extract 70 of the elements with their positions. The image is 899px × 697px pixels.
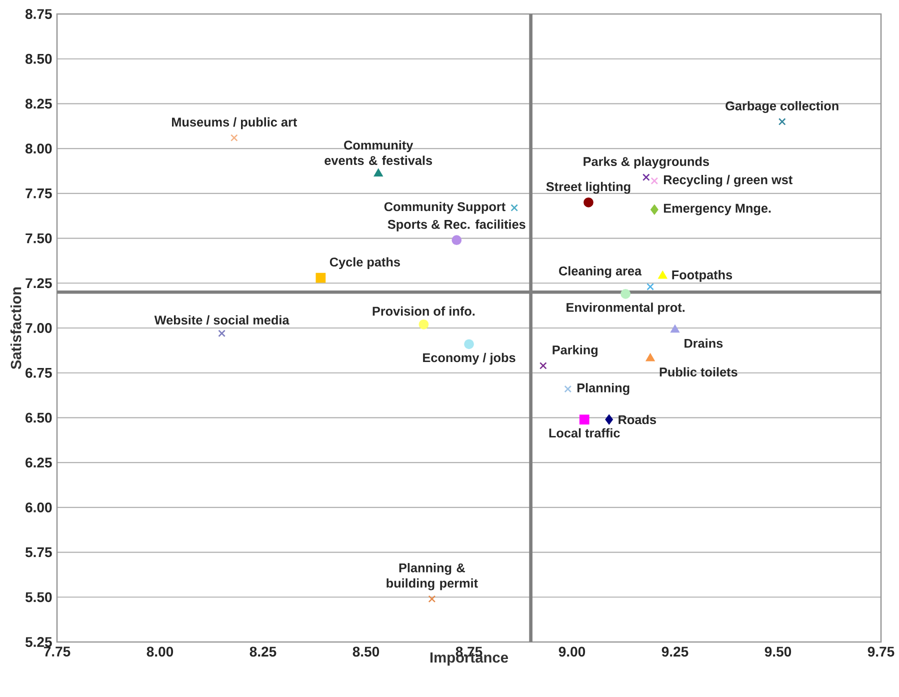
x-tick-label: 8.00 — [146, 646, 174, 657]
series-label: Footpaths — [672, 270, 732, 282]
y-tick-label: 6.75 — [26, 368, 52, 378]
point — [564, 385, 572, 393]
y-tick-label: 8.25 — [25, 98, 52, 109]
x-tick-label: 8.25 — [250, 646, 276, 657]
point — [584, 197, 594, 208]
series-label: Economy / jobs — [423, 352, 516, 365]
x-tick-label: 8.50 — [352, 646, 380, 657]
point — [605, 414, 613, 424]
y-axis-title: Satisfaction — [10, 287, 22, 370]
y-tick-label: 7.50 — [26, 233, 52, 244]
y-tick-label: 7.75 — [26, 188, 52, 198]
point — [650, 177, 658, 185]
series-label: Emergency Mnge. — [664, 204, 771, 216]
y-tick-label: 8.75 — [25, 9, 52, 19]
series-label: Museums / public art — [172, 117, 297, 130]
point — [428, 595, 436, 603]
point — [316, 272, 326, 283]
y-tick-label: 5.25 — [25, 637, 52, 647]
series-label: Roads — [618, 414, 656, 424]
x-tick-label: 9.50 — [764, 646, 792, 657]
y-tick-label: 6.00 — [26, 502, 52, 512]
series-label: Garbage collection — [726, 101, 838, 113]
point — [642, 174, 650, 181]
point — [670, 324, 680, 333]
series-label: Cleaning area — [559, 266, 642, 278]
point — [510, 204, 518, 212]
x-tick-label: 9.25 — [662, 646, 688, 657]
series-label: Drains — [684, 338, 723, 348]
point — [650, 204, 658, 215]
series-label: Parks & playgrounds — [584, 156, 709, 169]
x-tick-label: 9.00 — [558, 646, 586, 657]
series-label: Website / social media — [154, 315, 290, 325]
series-label: Provision of info. — [372, 306, 475, 316]
y-tick-label: 7.00 — [26, 323, 52, 333]
y-tick-label: 8.00 — [25, 144, 52, 154]
y-tick-label: 8.50 — [25, 54, 52, 64]
point — [464, 339, 474, 350]
series-label: Environmental prot. — [566, 302, 685, 314]
series-label: Public toilets — [660, 367, 738, 377]
series-label: Cycle paths — [330, 257, 400, 270]
point — [778, 118, 786, 126]
y-tick-label: 6.25 — [26, 458, 52, 468]
series-label: Community Support — [384, 202, 506, 214]
point — [374, 168, 383, 176]
y-tick-label: 6.50 — [26, 412, 52, 423]
point — [418, 319, 429, 330]
point — [218, 330, 226, 338]
series-label: Sports & Rec. facilities — [388, 220, 526, 232]
series-label: Community events & festivals — [324, 140, 432, 165]
series-label: Recycling / green wst — [664, 174, 792, 187]
point — [620, 288, 630, 299]
x-tick-label: 9.75 — [868, 646, 894, 657]
point — [646, 283, 654, 290]
point — [230, 134, 238, 142]
point — [452, 235, 462, 246]
series-label: Street lighting — [546, 182, 630, 194]
point — [646, 354, 655, 362]
x-tick-label: 7.75 — [44, 646, 70, 656]
y-tick-label: 5.50 — [25, 592, 52, 602]
y-tick-label: 5.75 — [25, 547, 52, 558]
series-label: Planning & building permit — [386, 563, 478, 590]
series-label: Parking — [552, 345, 598, 357]
series-label: Local traffic — [549, 428, 620, 438]
y-tick-label: 7.25 — [26, 278, 52, 288]
point — [579, 414, 590, 424]
point — [658, 271, 668, 279]
point — [539, 362, 547, 370]
series-label: Planning — [577, 383, 630, 395]
